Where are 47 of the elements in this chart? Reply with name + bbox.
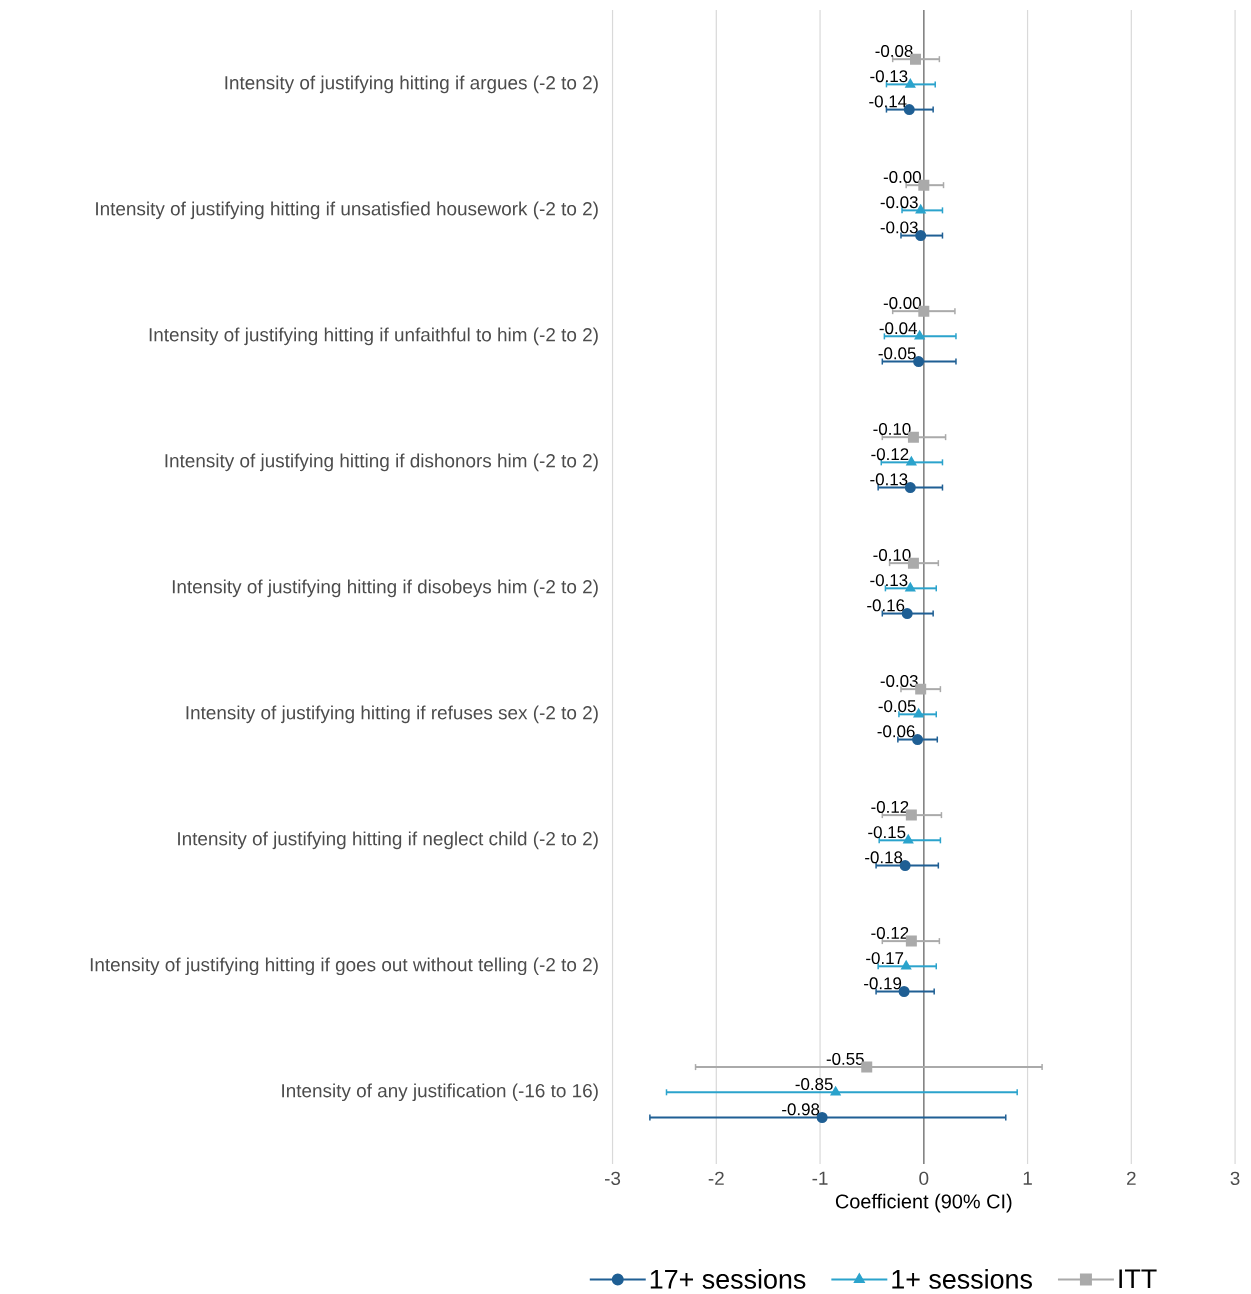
- data-label: -0.04: [879, 322, 917, 335]
- y-tick-label: Intensity of any justification (-16 to 16): [282, 1083, 598, 1102]
- data-label: -0.15: [868, 826, 906, 839]
- data-label: -0.12: [871, 800, 909, 813]
- legend-label: 1+ sessions: [892, 1269, 1032, 1289]
- x-tick-label: -2: [708, 1171, 724, 1185]
- data-label: -0.55: [826, 1052, 864, 1065]
- data-label: -0.18: [865, 851, 903, 864]
- data-label: -0.12: [871, 926, 909, 939]
- y-tick-label: Intensity of justifying hitting if unsatisfied housework (-2 to 2): [96, 201, 598, 220]
- x-tick-label: 2: [1127, 1171, 1136, 1185]
- data-label: -0.14: [869, 95, 907, 108]
- data-label: -0.13: [870, 70, 908, 83]
- x-tick-label: -1: [812, 1171, 828, 1185]
- y-tick-label: Intensity of justifying hitting if neglect child (-2 to 2): [178, 831, 598, 850]
- y-tick-label: Intensity of justifying hitting if disobeys him (-2 to 2): [172, 579, 598, 598]
- data-label: -0.05: [878, 347, 916, 360]
- data-label: -0.06: [877, 725, 915, 738]
- y-tick-label: Intensity of justifying hitting if unfaithful to him (-2 to 2): [149, 327, 598, 346]
- data-label: -0.19: [864, 977, 902, 990]
- y-tick-label: Intensity of justifying hitting if argues (-2 to 2): [225, 75, 598, 94]
- data-label: -0.10: [873, 548, 911, 561]
- data-label: -0.85: [795, 1078, 833, 1091]
- data-label: -0.05: [878, 700, 916, 713]
- x-tick-label: 3: [1230, 1171, 1240, 1186]
- data-label: -0.00: [883, 296, 921, 309]
- y-tick-label: Intensity of justifying hitting if dishonors him (-2 to 2): [165, 453, 598, 472]
- x-tick-label: 1: [1023, 1171, 1032, 1185]
- y-tick-label: Intensity of justifying hitting if goes out without telling (-2 to 2): [90, 957, 598, 976]
- legend-label: 17+ sessions: [650, 1269, 806, 1289]
- data-label: -0.17: [866, 952, 904, 965]
- legend-label: ITT: [1119, 1269, 1157, 1289]
- data-label: -0.03: [880, 196, 918, 209]
- data-label: -0.08: [875, 45, 913, 57]
- x-axis-title: Coefficient (90% CI): [835, 1193, 1012, 1213]
- data-label: -0.16: [867, 599, 905, 612]
- data-label: -0.12: [871, 448, 909, 461]
- data-label: -0.98: [782, 1103, 820, 1116]
- data-label: -0.13: [870, 473, 908, 486]
- data-label: -0.03: [880, 674, 918, 687]
- x-tick-label: 0: [919, 1171, 929, 1186]
- data-label: -0.10: [873, 422, 911, 435]
- data-label: -0.03: [880, 221, 918, 234]
- data-label: -0.00: [883, 170, 921, 183]
- y-tick-label: Intensity of justifying hitting if refuses sex (-2 to 2): [186, 705, 598, 724]
- x-tick-label: -3: [604, 1171, 621, 1186]
- data-label: -0.13: [870, 574, 908, 587]
